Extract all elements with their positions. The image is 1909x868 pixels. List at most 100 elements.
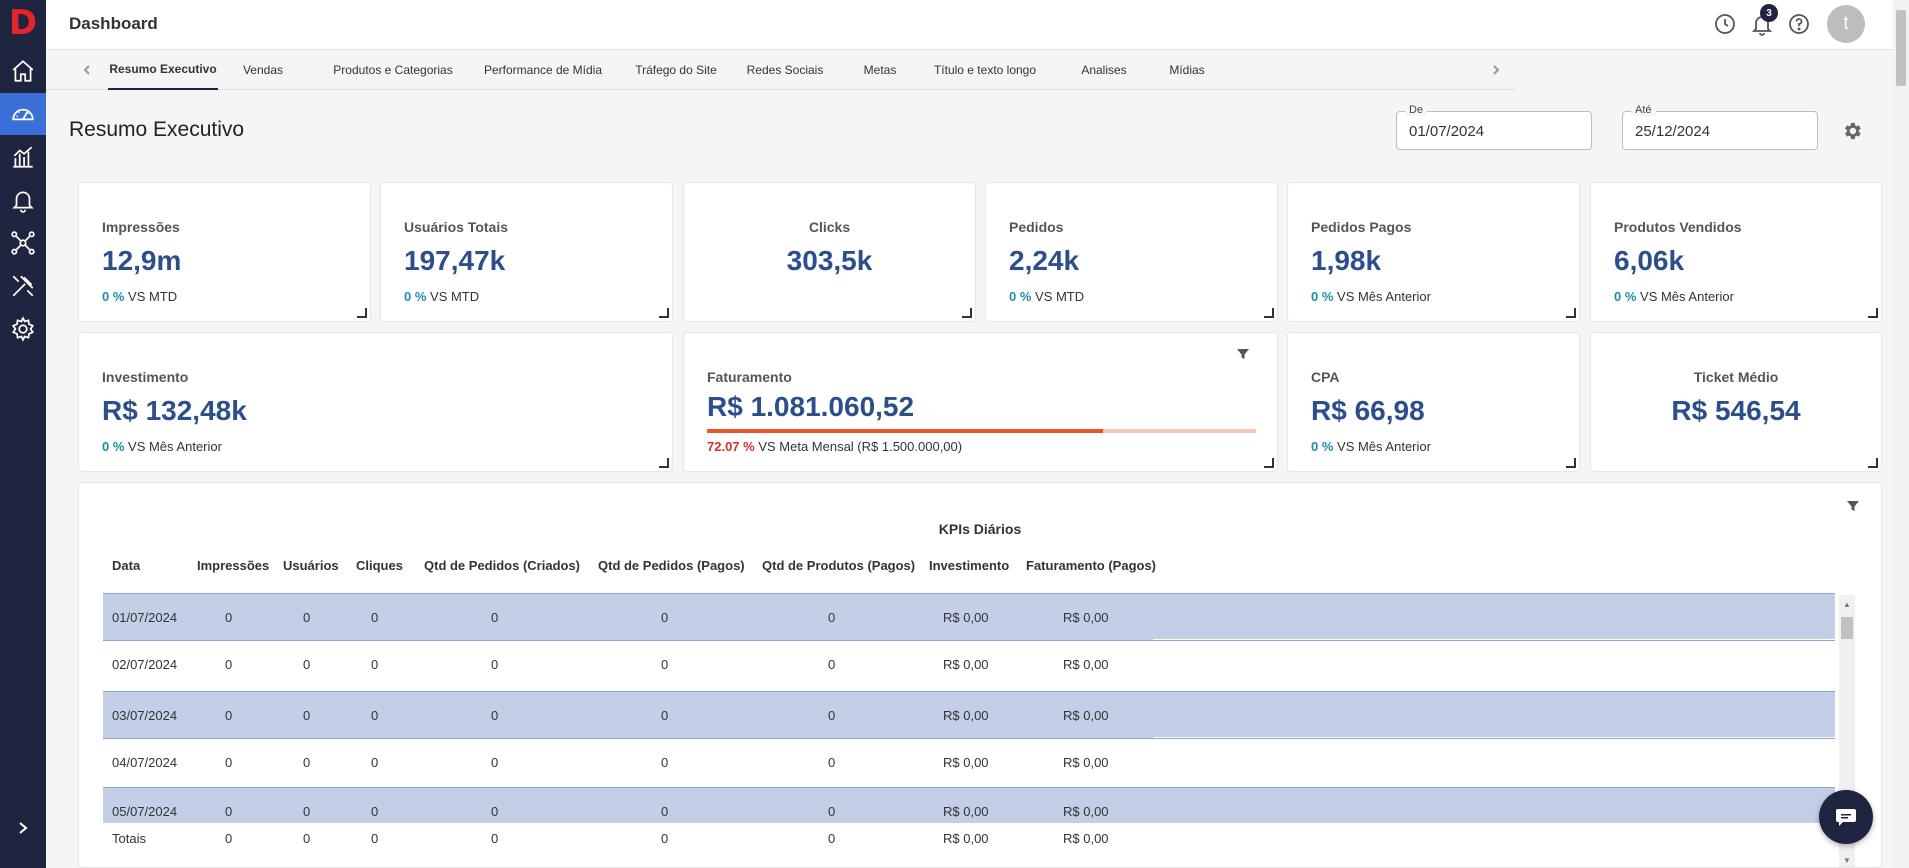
cell: 0: [303, 755, 311, 770]
date-to-input[interactable]: [1635, 123, 1805, 140]
help-icon[interactable]: [1787, 12, 1811, 36]
notifications-bell-icon[interactable]: 3: [1750, 4, 1778, 36]
table-row[interactable]: 03/07/2024 0 0 0 0 0 0 R$ 0,00 R$ 0,00: [103, 691, 1835, 739]
settings-gear-icon[interactable]: [1841, 120, 1863, 142]
resize-handle[interactable]: [1566, 308, 1576, 318]
card-produtos-vendidos: Produtos Vendidos 6,06k 0 % VS Mês Anter…: [1590, 182, 1882, 322]
cell: 0: [491, 804, 499, 819]
cell: 0: [491, 831, 499, 846]
column-header[interactable]: Qtd de Pedidos (Criados): [424, 558, 581, 573]
resize-handle[interactable]: [1566, 458, 1576, 468]
card-delta: 0 % VS Mês Anterior: [1311, 289, 1431, 304]
delta-percent: 0 %: [102, 289, 125, 304]
dashboard-gauge-icon[interactable]: [0, 93, 46, 135]
column-header[interactable]: Impressões: [197, 558, 270, 573]
resize-handle[interactable]: [1264, 308, 1274, 318]
card-value: R$ 66,98: [1311, 395, 1425, 426]
column-header[interactable]: Qtd de Produtos (Pagos): [762, 558, 916, 573]
cell: 0: [225, 831, 233, 846]
row-divider: [1153, 737, 1835, 738]
column-header[interactable]: Qtd de Pedidos (Pagos): [598, 558, 745, 573]
tab-scroll-left-icon[interactable]: [77, 60, 97, 80]
resize-handle[interactable]: [1868, 458, 1878, 468]
bell-icon[interactable]: [0, 179, 46, 221]
cell: R$ 0,00: [943, 657, 989, 672]
date-to-field[interactable]: Até: [1622, 104, 1818, 150]
cell: R$ 0,00: [1063, 831, 1109, 846]
column-header[interactable]: Usuários: [283, 558, 339, 573]
scroll-thumb[interactable]: [1841, 617, 1853, 639]
card-title: CPA: [1311, 369, 1340, 385]
card-title: Pedidos: [1009, 219, 1064, 235]
page-scroll-thumb[interactable]: [1896, 10, 1906, 86]
column-header[interactable]: Investimento: [929, 558, 1010, 573]
column-header[interactable]: Cliques: [356, 558, 403, 573]
chat-bubble-icon[interactable]: [1819, 790, 1873, 844]
cell: R$ 0,00: [943, 831, 989, 846]
filter-icon[interactable]: [1236, 347, 1250, 361]
tab-scroll-right-icon[interactable]: [1486, 60, 1506, 80]
scroll-down-icon[interactable]: ▼: [1843, 855, 1851, 865]
network-icon[interactable]: [0, 222, 46, 264]
delta-text: VS Mês Anterior: [1636, 289, 1734, 304]
tab-vendas[interactable]: Vendas: [242, 63, 284, 77]
user-avatar[interactable]: t: [1827, 5, 1865, 43]
table-row[interactable]: 02/07/2024 0 0 0 0 0 0 R$ 0,00 R$ 0,00: [103, 641, 1835, 689]
card-value: 303,5k: [786, 245, 873, 276]
table-row[interactable]: 04/07/2024 0 0 0 0 0 0 R$ 0,00 R$ 0,00: [103, 739, 1835, 787]
home-icon[interactable]: [0, 50, 46, 92]
tab-produtos-categorias[interactable]: Produtos e Categorias: [333, 63, 453, 77]
resize-handle[interactable]: [1264, 458, 1274, 468]
date-from-input[interactable]: [1409, 123, 1579, 140]
cell: 0: [661, 610, 669, 625]
tab-trafego-site[interactable]: Tráfego do Site: [635, 63, 717, 77]
cell: 0: [303, 610, 311, 625]
resize-handle[interactable]: [357, 308, 367, 318]
cell: R$ 0,00: [1063, 657, 1109, 672]
resize-handle[interactable]: [962, 308, 972, 318]
delta-text: VS Mês Anterior: [1333, 289, 1431, 304]
table-row[interactable]: 01/07/2024 0 0 0 0 0 0 R$ 0,00 R$ 0,00: [103, 593, 1835, 641]
card-impressoes: Impressões 12,9m 0 % VS MTD: [78, 182, 371, 322]
card-delta: 0 % VS MTD: [404, 289, 479, 304]
date-from-field[interactable]: De: [1396, 104, 1592, 150]
tab-performance-midia[interactable]: Performance de Mídia: [483, 63, 603, 77]
page-scrollbar[interactable]: [1893, 0, 1909, 868]
tab-metas[interactable]: Metas: [863, 63, 897, 77]
delta-percent: 0 %: [1614, 289, 1637, 304]
resize-handle[interactable]: [1868, 308, 1878, 318]
tab-midias[interactable]: Mídias: [1169, 63, 1205, 77]
cell: 0: [371, 755, 379, 770]
tab-resumo-executivo[interactable]: Resumo Executivo: [108, 50, 218, 90]
resize-handle[interactable]: [659, 458, 669, 468]
resize-handle[interactable]: [659, 308, 669, 318]
cell: 0: [491, 657, 499, 672]
cell: 0: [371, 610, 379, 625]
gear-icon[interactable]: [0, 308, 46, 350]
card-value: 197,47k: [404, 245, 506, 276]
totals-label: Totais: [112, 831, 146, 846]
card-delta: 0 % VS MTD: [102, 289, 177, 304]
column-header[interactable]: Data: [112, 558, 141, 573]
card-value: R$ 546,54: [1671, 395, 1801, 426]
card-value: 1,98k: [1311, 245, 1382, 276]
expand-sidebar-chevron-icon[interactable]: [0, 808, 46, 848]
cell: R$ 0,00: [943, 708, 989, 723]
section-title: Resumo Executivo: [69, 118, 245, 141]
tab-titulo-texto-longo[interactable]: Título e texto longo: [933, 63, 1037, 77]
cell: 0: [303, 831, 311, 846]
filter-icon[interactable]: [1846, 499, 1860, 513]
history-clock-icon[interactable]: [1713, 12, 1737, 36]
tab-analises[interactable]: Analises: [1081, 63, 1127, 77]
tab-redes-sociais[interactable]: Redes Sociais: [746, 63, 824, 77]
cell: 0: [828, 831, 836, 846]
analytics-chart-icon[interactable]: [0, 136, 46, 178]
notification-badge: 3: [1760, 4, 1778, 22]
scroll-up-icon[interactable]: ▲: [1843, 599, 1851, 609]
delta-percent: 72.07 %: [707, 439, 755, 454]
tools-icon[interactable]: [0, 265, 46, 307]
card-title: Investimento: [102, 369, 189, 385]
card-usuarios-totais: Usuários Totais 197,47k 0 % VS MTD: [380, 182, 673, 322]
app-logo[interactable]: D: [8, 3, 38, 43]
column-header[interactable]: Faturamento (Pagos): [1026, 558, 1157, 573]
